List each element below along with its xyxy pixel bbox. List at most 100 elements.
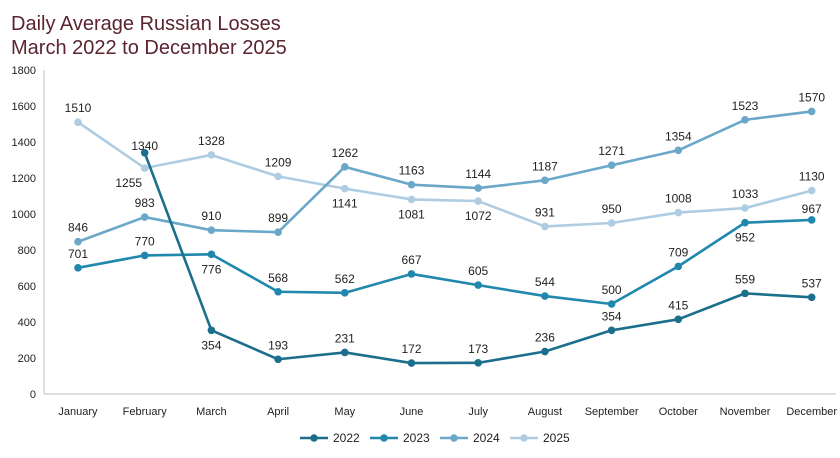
data-point-2024-may (341, 163, 349, 171)
data-point-2024-june (407, 180, 416, 189)
data-label-2023-january: 701 (68, 247, 88, 261)
data-point-2025-june (407, 195, 416, 204)
data-point-2023-october (674, 262, 683, 271)
data-point-2023-september (607, 300, 616, 308)
data-label-2025-april: 1209 (265, 155, 292, 169)
data-label-2024-november: 1523 (732, 99, 759, 113)
chart-title-line-2: March 2022 to December 2025 (11, 37, 287, 59)
data-label-2025-august: 931 (535, 205, 555, 219)
data-label-2022-february: 1340 (131, 139, 158, 153)
data-label-2022-november: 559 (735, 272, 755, 286)
legend-marker-2025 (520, 434, 528, 442)
data-point-2025-december (807, 186, 816, 195)
data-point-2022-april (274, 355, 282, 364)
y-tick-label-1600: 1600 (12, 101, 36, 113)
x-tick-label-september: September (585, 406, 639, 418)
data-point-2025-july (474, 197, 483, 205)
data-label-2024-april: 899 (268, 211, 288, 225)
data-label-2025-february: 1255 (115, 176, 142, 190)
data-point-2024-july (474, 184, 483, 192)
data-label-2023-march: 776 (201, 262, 221, 276)
data-label-2025-november: 1033 (732, 187, 759, 201)
x-tick-label-april: April (267, 406, 289, 418)
data-point-2024-october (674, 146, 683, 155)
x-tick-label-january: January (58, 406, 98, 418)
x-tick-label-october: October (659, 406, 698, 418)
data-point-2024-april (274, 228, 282, 236)
data-label-2025-october: 1008 (665, 192, 692, 206)
data-point-2022-august (541, 347, 549, 356)
data-label-2024-march: 910 (201, 209, 221, 223)
x-tick-label-march: March (196, 406, 227, 418)
data-label-2025-june: 1081 (398, 207, 425, 221)
y-tick-label-400: 400 (18, 317, 36, 329)
data-label-2024-september: 1271 (598, 144, 625, 158)
data-point-2024-march (207, 226, 216, 234)
x-tick-label-may: May (334, 406, 355, 418)
data-point-2022-may (341, 348, 349, 357)
x-tick-label-july: July (468, 406, 488, 418)
data-label-2022-june: 172 (401, 342, 421, 356)
series-line-2025 (77, 121, 813, 228)
data-point-2024-november (741, 116, 749, 124)
chart-title-line-1: Daily Average Russian Losses (11, 13, 281, 35)
y-tick-label-1800: 1800 (12, 65, 36, 77)
data-point-2025-september (607, 219, 616, 227)
data-point-2022-october (674, 315, 683, 324)
data-point-2025-april (274, 172, 282, 181)
data-label-2023-may: 562 (335, 272, 355, 286)
data-point-2023-june (407, 270, 416, 278)
data-label-2024-august: 1187 (532, 159, 558, 173)
data-label-2023-june: 667 (401, 253, 421, 267)
series-line-2023 (77, 218, 812, 306)
data-label-2025-may: 1141 (332, 197, 358, 211)
x-tick-label-june: June (400, 406, 424, 418)
data-point-2022-march (207, 326, 216, 335)
data-point-2025-march (207, 151, 216, 159)
data-point-2024-december (807, 107, 816, 116)
legend-marker-2023 (380, 434, 388, 442)
data-point-2022-february (140, 149, 149, 157)
data-point-2025-may (341, 184, 349, 193)
data-label-2024-june: 1163 (399, 164, 425, 178)
series-line-2024 (77, 110, 812, 243)
data-point-2022-september (607, 326, 616, 335)
data-label-2023-february: 770 (135, 234, 155, 248)
data-label-2024-october: 1354 (665, 129, 692, 143)
legend-label-2025: 2025 (543, 431, 570, 445)
y-tick-label-1000: 1000 (12, 209, 36, 221)
data-point-2022-december (807, 293, 816, 302)
data-label-2023-august: 544 (535, 275, 555, 289)
data-point-2022-november (741, 289, 749, 298)
data-label-2023-april: 568 (268, 271, 288, 285)
legend-label-2023: 2023 (403, 431, 430, 445)
data-point-2023-november (741, 218, 749, 227)
data-label-2024-july: 1144 (465, 167, 491, 181)
data-label-2025-march: 1328 (198, 134, 225, 148)
data-point-2023-january (74, 264, 82, 272)
data-point-2023-december (807, 216, 816, 224)
data-point-2025-january (74, 118, 82, 126)
data-label-2022-march: 354 (201, 338, 221, 352)
data-label-2023-october: 709 (668, 245, 688, 259)
data-label-2023-november: 952 (735, 231, 755, 245)
legend-label-2022: 2022 (333, 431, 360, 445)
data-point-2025-october (674, 208, 683, 217)
x-tick-label-august: August (528, 406, 562, 418)
data-label-2025-december: 1130 (799, 170, 825, 184)
data-label-2022-december: 537 (802, 276, 822, 290)
legend-label-2024: 2024 (473, 431, 500, 445)
data-label-2024-may: 1262 (331, 146, 358, 160)
chart-title: Daily Average Russian Losses March 2022 … (11, 12, 287, 60)
x-tick-label-november: November (720, 406, 771, 418)
data-label-2024-february: 983 (135, 196, 155, 210)
data-point-2023-april (274, 287, 282, 296)
data-label-2022-october: 415 (668, 298, 688, 312)
legend-marker-2024 (450, 434, 458, 442)
x-tick-label-december: December (786, 406, 837, 418)
y-tick-label-0: 0 (30, 389, 36, 401)
data-label-2025-september: 950 (602, 202, 622, 216)
data-point-2024-september (607, 161, 616, 170)
